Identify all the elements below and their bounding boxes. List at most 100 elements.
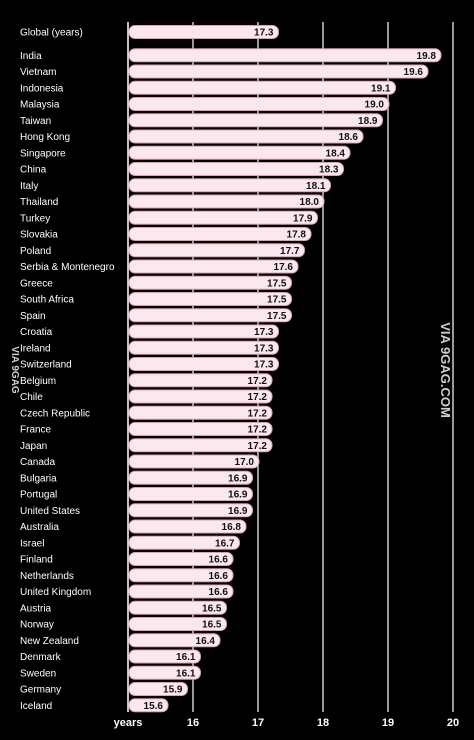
bar xyxy=(128,422,273,436)
category-label: Bulgaria xyxy=(20,473,57,484)
bar-value-label: 18.6 xyxy=(339,132,359,143)
category-label: Spain xyxy=(20,311,46,322)
bar xyxy=(128,357,279,371)
category-label: Ireland xyxy=(20,343,51,354)
category-label: Taiwan xyxy=(20,116,51,127)
bar xyxy=(128,584,234,599)
bar-value-label: 16.1 xyxy=(176,668,196,679)
bar-value-label: 17.2 xyxy=(248,392,268,403)
category-label: Austria xyxy=(20,603,52,614)
bar-value-label: 17.3 xyxy=(254,327,274,338)
bar xyxy=(128,649,201,664)
bar-value-label: 18.1 xyxy=(306,181,326,192)
category-label: Vietnam xyxy=(20,67,57,78)
bar-value-label: 17.6 xyxy=(274,262,294,273)
bar xyxy=(128,25,279,39)
category-label: Germany xyxy=(20,685,61,696)
watermark-left: VIA 9GAG xyxy=(9,346,20,394)
watermark-right: VIA 9GAG.COM xyxy=(438,322,453,418)
bar xyxy=(128,552,234,566)
bar xyxy=(128,470,253,485)
bar xyxy=(128,617,227,631)
category-label: United States xyxy=(20,506,80,517)
x-tick-label: 16 xyxy=(187,717,199,729)
category-label: China xyxy=(20,165,47,176)
category-label: South Africa xyxy=(20,295,74,306)
bar xyxy=(128,243,305,258)
bar-value-label: 17.2 xyxy=(248,425,268,436)
bar-value-label: 19.8 xyxy=(417,51,437,62)
category-label: Indonesia xyxy=(20,83,64,94)
category-label: Italy xyxy=(20,181,38,192)
category-label: Czech Republic xyxy=(20,408,90,419)
category-label: Japan xyxy=(20,441,47,452)
bar xyxy=(128,665,201,680)
x-tick-label: 18 xyxy=(317,717,329,729)
bar-value-label: 16.8 xyxy=(222,522,242,533)
category-label: Chile xyxy=(20,392,43,403)
bar xyxy=(128,600,227,615)
bar-value-label: 19.1 xyxy=(371,83,391,94)
bar xyxy=(128,48,442,63)
bar xyxy=(128,80,396,95)
category-label: Australia xyxy=(20,522,59,533)
category-label: Slovakia xyxy=(20,230,58,241)
bar-value-label: 17.9 xyxy=(293,213,313,224)
x-tick-label: 20 xyxy=(447,717,459,729)
category-label: Hong Kong xyxy=(20,132,70,143)
category-label: New Zealand xyxy=(20,636,79,647)
bar-value-label: 19.6 xyxy=(404,67,424,78)
bar-value-label: 16.9 xyxy=(228,506,248,517)
bar-value-label: 18.3 xyxy=(319,165,339,176)
bar xyxy=(128,340,279,355)
category-label: Singapore xyxy=(20,148,66,159)
category-label: Iceland xyxy=(20,701,52,712)
bar xyxy=(128,227,312,241)
bar-value-label: 17.7 xyxy=(280,246,300,257)
bar xyxy=(128,292,292,306)
x-tick-label: 17 xyxy=(252,717,264,729)
bar xyxy=(128,308,292,323)
bar xyxy=(128,275,292,290)
category-label: Greece xyxy=(20,278,53,289)
bar-value-label: 15.6 xyxy=(144,701,164,712)
bar xyxy=(128,698,169,713)
category-label: Belgium xyxy=(20,376,56,387)
category-label: Israel xyxy=(20,538,44,549)
category-label: Portugal xyxy=(20,490,57,501)
category-label: Canada xyxy=(20,457,55,468)
bar-value-label: 16.7 xyxy=(215,538,235,549)
category-label: Switzerland xyxy=(20,360,72,371)
bar xyxy=(128,210,318,225)
bar-value-label: 16.9 xyxy=(228,490,248,501)
category-label: Croatia xyxy=(20,327,53,338)
category-labels: Global (years) India Vietnam Indonesia Malay… xyxy=(20,28,115,712)
bar xyxy=(128,64,429,79)
bar-value-label: 19.0 xyxy=(365,100,385,111)
bar xyxy=(128,145,351,160)
category-label: Poland xyxy=(20,246,51,257)
bar-value-label: 16.9 xyxy=(228,473,248,484)
bar xyxy=(128,113,383,128)
category-label: Serbia & Montenegro xyxy=(20,262,115,273)
bar-value-label: 17.5 xyxy=(267,278,287,289)
bar-value-label: 17.3 xyxy=(254,343,274,354)
bar xyxy=(128,162,344,176)
bar-value-label: 18.4 xyxy=(326,148,346,159)
category-label: India xyxy=(20,51,42,62)
bar-value-label: 18.0 xyxy=(300,197,320,208)
bar xyxy=(128,373,273,388)
bars: 17.3 19.8 19.6 19.1 19.0 18.9 18.6 18.4 18.3 18.1… xyxy=(128,25,442,713)
bar xyxy=(128,194,325,209)
bar-value-label: 17.2 xyxy=(248,441,268,452)
bar xyxy=(128,503,253,518)
bar xyxy=(128,568,234,583)
bar xyxy=(128,97,390,111)
bar-value-label: 16.5 xyxy=(202,620,222,631)
bar xyxy=(128,438,273,453)
bar-value-label: 17.2 xyxy=(248,408,268,419)
category-label: United Kingdom xyxy=(20,587,91,598)
category-label: Malaysia xyxy=(20,100,60,111)
bar xyxy=(128,129,364,144)
